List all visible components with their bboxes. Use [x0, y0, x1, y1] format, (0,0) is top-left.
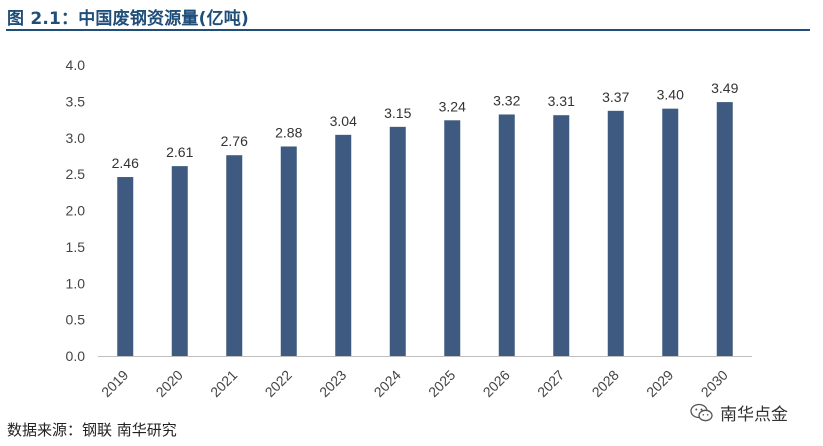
bar-2025: [444, 120, 461, 356]
x-tick-label: 2024: [371, 367, 404, 400]
y-tick-label: 2.0: [66, 203, 86, 219]
data-label: 3.31: [548, 93, 575, 109]
data-label: 3.40: [657, 87, 684, 103]
data-label: 3.04: [330, 113, 357, 129]
x-tick-label: 2030: [698, 367, 731, 400]
data-label: 2.88: [275, 124, 302, 140]
data-label: 3.32: [493, 92, 520, 108]
source-note: 数据来源：钢联 南华研究: [7, 421, 177, 439]
figure-title: 图 2.1：中国废钢资源量(亿吨): [7, 9, 249, 29]
data-label: 3.15: [384, 105, 411, 121]
bar-2030: [716, 102, 733, 356]
data-label: 2.61: [166, 144, 193, 160]
y-tick-label: 3.5: [66, 93, 86, 109]
bar-2023: [335, 134, 352, 356]
title-divider: [6, 29, 810, 31]
x-axis: 2019 2020 2021 2022 2023 2024 2025 2026 2027 2028…: [98, 367, 731, 400]
bar-2029: [662, 108, 679, 357]
x-tick-label: 2027: [534, 367, 567, 400]
wechat-icon: [690, 403, 713, 421]
bar-2019: [117, 177, 134, 356]
x-tick-label: 2026: [480, 367, 513, 400]
data-labels: 2.46 2.61 2.76 2.88 3.04 3.15 3.24 3.32 3.31 3.37…: [112, 80, 739, 171]
bar-2021: [226, 155, 243, 356]
watermark: 南华点金: [690, 400, 788, 425]
data-label: 3.37: [602, 89, 629, 105]
x-tick-label: 2029: [643, 367, 676, 400]
watermark-text: 南华点金: [720, 405, 788, 425]
bar-2024: [389, 126, 406, 357]
bar-series: [117, 102, 733, 357]
x-tick-label: 2025: [425, 367, 458, 400]
bar-2028: [607, 110, 624, 357]
x-tick-label: 2023: [316, 367, 349, 400]
x-tick-label: 2019: [98, 367, 131, 400]
bar-2026: [498, 114, 515, 356]
y-tick-label: 1.0: [66, 275, 86, 291]
y-tick-label: 0.5: [66, 312, 86, 328]
x-tick-label: 2028: [589, 367, 622, 400]
y-tick-label: 2.5: [66, 166, 86, 182]
bar-2027: [553, 115, 570, 356]
bar-2022: [280, 146, 297, 356]
y-tick-label: 3.0: [66, 130, 86, 146]
x-tick-label: 2021: [207, 367, 240, 400]
data-label: 2.76: [221, 133, 248, 149]
y-axis: 0.0 0.5 1.0 1.5 2.0 2.5 3.0 3.5 4.0: [66, 57, 86, 364]
x-tick-label: 2022: [262, 367, 295, 400]
data-label: 3.24: [439, 98, 466, 114]
data-label: 3.49: [711, 80, 738, 96]
y-tick-label: 1.5: [66, 239, 86, 255]
y-tick-label: 0.0: [66, 348, 86, 364]
data-label: 2.46: [112, 155, 139, 171]
bar-2020: [171, 166, 188, 356]
x-tick-label: 2020: [153, 367, 186, 400]
y-tick-label: 4.0: [66, 57, 86, 73]
